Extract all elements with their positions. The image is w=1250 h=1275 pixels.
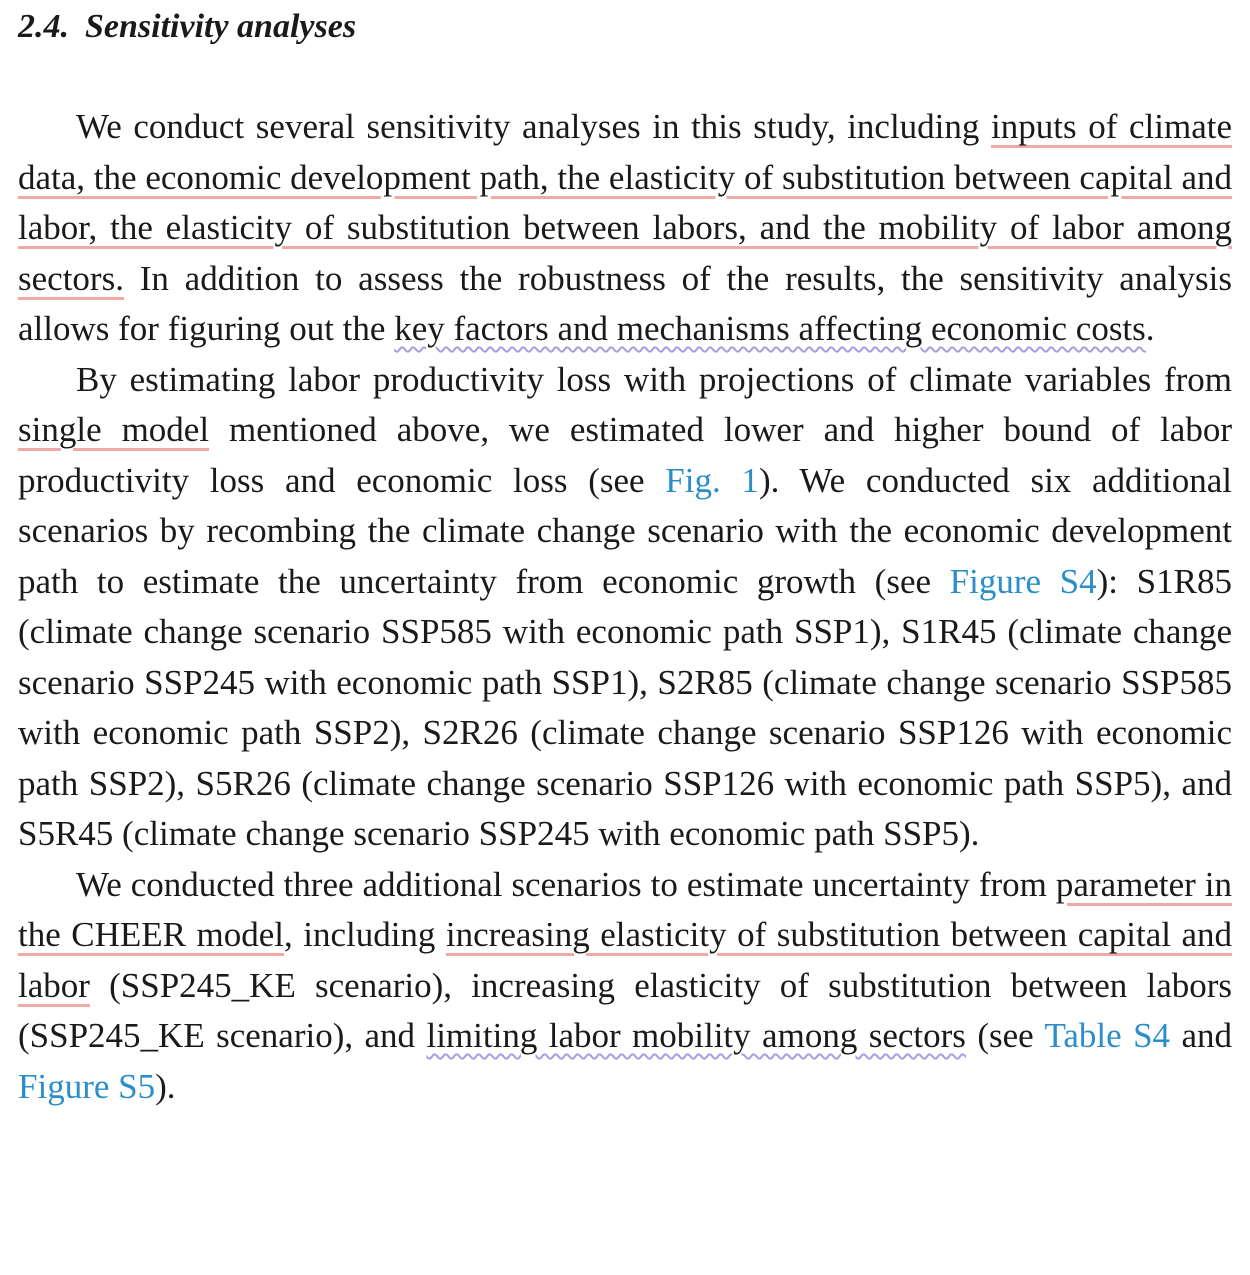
section-title: Sensitivity analyses (85, 8, 357, 45)
p1-text-3: . (1145, 309, 1155, 348)
p2-text-3: ). We conducted six additional scenarios… (18, 460, 1232, 601)
p3-highlight-3[interactable]: limiting labor mobility among sectors (426, 1016, 966, 1055)
p3-text-1: We conducted three additional scenarios … (76, 864, 1056, 904)
figure-s5-link[interactable]: Figure S5 (18, 1066, 156, 1106)
p2-text-2: mentioned above, we estimated lower and … (18, 410, 1232, 500)
p3-text-2: , including (283, 915, 446, 954)
p3-highlight-1[interactable]: parameter in the CHEER model (18, 864, 1232, 955)
section-number: 2.4. (18, 8, 69, 45)
p3-text-4: (see (965, 1016, 1045, 1055)
p3-text-5: and (1170, 1016, 1233, 1055)
p3-text-6: ). (155, 1066, 176, 1106)
fig-1-link[interactable]: Fig. 1 (665, 460, 759, 500)
p3-highlight-2[interactable]: increasing elasticity of substitution be… (18, 915, 1232, 1005)
p1-text-1: We conduct several sensitivity analyses … (76, 107, 992, 146)
paragraph-1: We conduct several sensitivity analyses … (18, 102, 1232, 355)
p1-highlight-1[interactable]: in­puts of climate data, the economic de… (18, 107, 1232, 298)
p2-highlight-1[interactable]: single model (18, 410, 210, 449)
figure-s4-link[interactable]: Figure S4 (949, 561, 1097, 601)
article-section: 2.4. Sensitivity analyses We conduct seve… (18, 0, 1232, 1112)
p3-text-3: (SSP245_KE scenario), increasing elastic… (18, 965, 1232, 1056)
p2-text-4: ): S1R85 (climate change scenario SSP585… (18, 561, 1232, 854)
paragraph-3: We conducted three additional scenarios … (18, 860, 1232, 1113)
table-s4-link[interactable]: Table S4 (1044, 1016, 1171, 1055)
paragraph-2: By estimating labor productivity loss wi… (18, 355, 1232, 860)
section-heading: 2.4. Sensitivity analyses (18, 0, 1232, 52)
p1-highlight-2[interactable]: key factors and mechanisms affecting eco… (394, 309, 1146, 348)
p1-text-2: In addition to assess the robustness of … (18, 258, 1232, 349)
p2-text-1: By estimating labor productivity loss wi… (76, 359, 1232, 399)
